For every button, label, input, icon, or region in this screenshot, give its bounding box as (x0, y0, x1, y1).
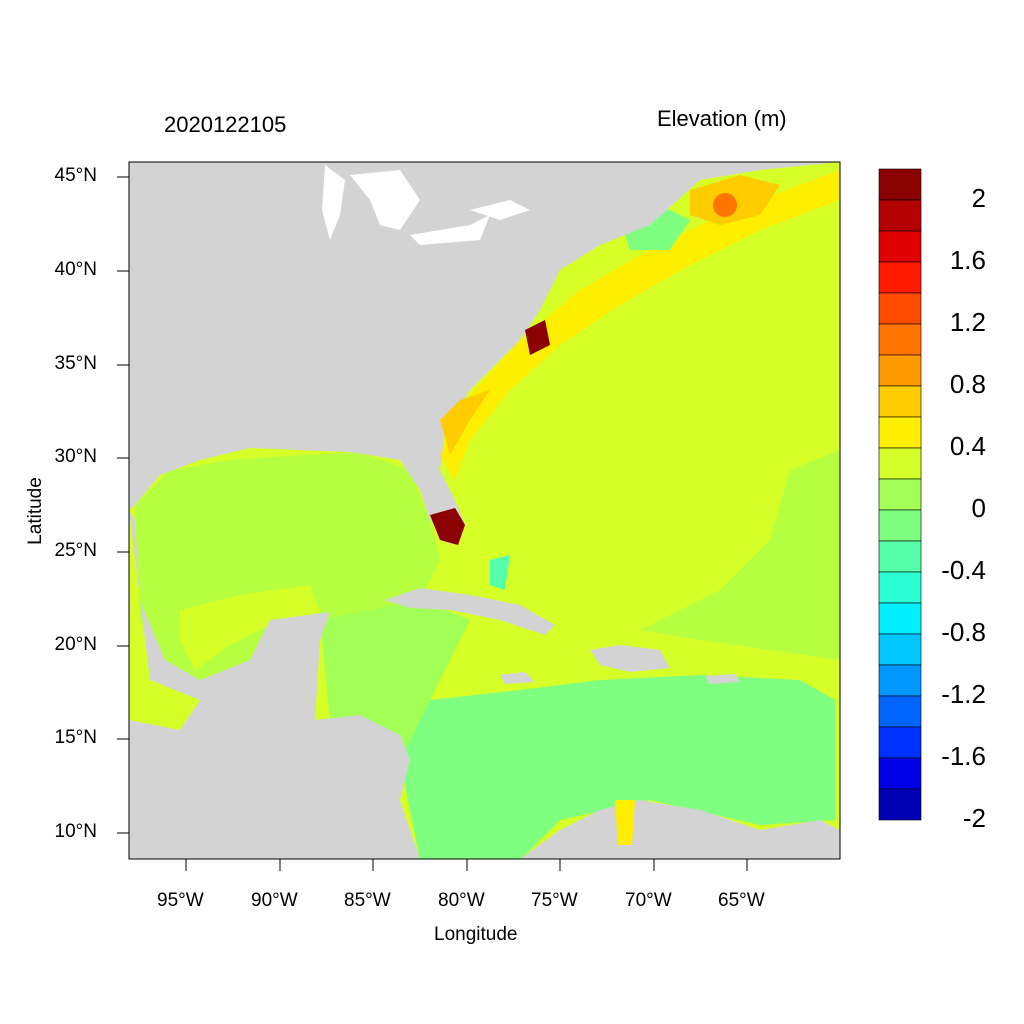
colorbar-label: 0 (971, 493, 986, 523)
colorbar-swatch (878, 664, 922, 697)
x-tick-label: 85°W (344, 890, 391, 911)
colorbar-label: -1.2 (941, 679, 986, 709)
y-tick-label: 20°N (54, 634, 97, 655)
colorbar-label: 0.8 (949, 369, 986, 399)
y-axis-label: Latitude (25, 477, 46, 545)
colorbar-swatch (878, 695, 922, 728)
colorbar-label: 2 (971, 183, 986, 213)
colorbar-label: 0.4 (949, 431, 986, 461)
south-florida-surge (430, 508, 465, 545)
y-tick-marks (117, 176, 129, 834)
x-tick-label: 65°W (718, 890, 765, 911)
colorbar-swatch (878, 199, 922, 232)
colorbar (878, 168, 922, 821)
colorbar-label: -2 (962, 803, 986, 833)
colorbar-swatch (878, 261, 922, 294)
map-title: 2020122105 (164, 112, 287, 137)
plot-frame (128, 161, 841, 860)
colorbar-swatch (878, 571, 922, 604)
colorbar-swatch (878, 633, 922, 666)
colorbar-swatch (878, 416, 922, 449)
colorbar-swatch (878, 602, 922, 635)
colorbar-label: -0.8 (941, 617, 986, 647)
colorbar-swatch (878, 726, 922, 759)
gulf-high-patch (180, 585, 320, 670)
x-tick-label: 70°W (625, 890, 672, 911)
coastal-high-band (440, 170, 840, 480)
map-plot-area (129, 162, 840, 859)
colorbar-swatch (878, 478, 922, 511)
y-tick-label: 40°N (54, 259, 97, 280)
colorbar-label: -0.4 (941, 555, 986, 585)
colorbar-swatch (878, 354, 922, 387)
maracaibo-high (615, 800, 635, 845)
colorbar-swatch (878, 230, 922, 263)
colorbar-swatch (878, 757, 922, 790)
land (129, 162, 840, 859)
x-axis-label: Longitude (434, 924, 518, 945)
y-tick-label: 15°N (54, 727, 97, 748)
y-tick-label: 30°N (54, 446, 97, 467)
x-tick-marks (185, 859, 748, 871)
colorbar-label: -1.6 (941, 741, 986, 771)
variable-title: Elevation (m) (657, 106, 787, 131)
bahamas-low (490, 555, 510, 590)
colorbar-label: 1.2 (949, 307, 986, 337)
chesapeake-high (525, 320, 550, 355)
colorbar-swatch (878, 292, 922, 325)
x-tick-label: 80°W (438, 890, 485, 911)
great-lakes (322, 165, 530, 245)
colorbar-swatch (878, 168, 922, 201)
colorbar-label: 1.6 (949, 245, 986, 275)
colorbar-swatch (878, 540, 922, 573)
colorbar-swatch (878, 788, 922, 821)
east-atlantic-low (640, 450, 840, 660)
caribbean-sea (400, 675, 835, 859)
x-tick-label: 75°W (531, 890, 578, 911)
colorbar-swatch (878, 447, 922, 480)
x-tick-label: 90°W (251, 890, 298, 911)
y-tick-label: 35°N (54, 353, 97, 374)
georgia-coast-high (440, 390, 490, 455)
colorbar-swatch (878, 323, 922, 356)
fundy-peak (713, 193, 737, 217)
colorbar-swatch (878, 509, 922, 542)
colorbar-swatch (878, 385, 922, 418)
y-tick-label: 45°N (54, 165, 97, 186)
x-tick-label: 95°W (157, 890, 204, 911)
y-tick-label: 25°N (54, 540, 97, 561)
y-tick-label: 10°N (54, 821, 97, 842)
